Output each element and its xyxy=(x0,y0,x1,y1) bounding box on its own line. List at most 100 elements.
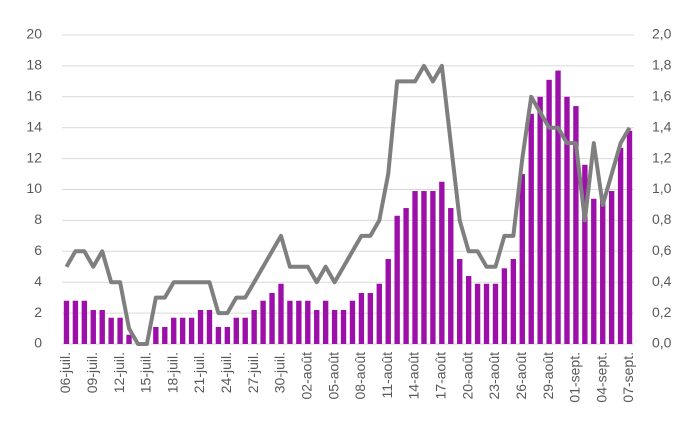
x-tick-label: 11-août xyxy=(379,352,395,399)
y2-tick-label: 0,0 xyxy=(652,335,672,351)
bar xyxy=(99,310,105,344)
x-tick-label: 09-juil. xyxy=(84,352,100,393)
bar xyxy=(421,191,427,344)
y-tick-label: 12 xyxy=(26,149,42,165)
bar xyxy=(215,327,222,344)
x-tick-label: 01-sept. xyxy=(567,352,583,403)
bar xyxy=(617,147,624,344)
y2-tick-label: 1,4 xyxy=(652,118,672,134)
x-tick-label: 21-juil. xyxy=(191,352,207,393)
bar xyxy=(600,198,606,344)
bar xyxy=(117,317,123,344)
y2-tick-label: 0,6 xyxy=(652,242,672,258)
bar xyxy=(528,113,534,344)
y-tick-label: 4 xyxy=(34,273,42,289)
x-tick-label: 24-juil. xyxy=(218,352,234,393)
x-tick-label: 17-août xyxy=(433,352,449,400)
bar xyxy=(206,310,213,344)
bar xyxy=(457,259,463,344)
y-tick-label: 8 xyxy=(34,211,42,227)
x-tick-label: 07-sept. xyxy=(620,352,636,403)
bar xyxy=(403,208,409,344)
x-tick-label: 14-août xyxy=(406,352,422,400)
y2-tick-label: 2,0 xyxy=(652,26,672,42)
bar xyxy=(179,317,186,344)
bar xyxy=(278,283,284,344)
bar xyxy=(242,317,248,344)
bar xyxy=(573,106,579,344)
bar xyxy=(358,293,365,344)
y-tick-label: 6 xyxy=(34,242,42,258)
bar xyxy=(287,300,293,344)
bar xyxy=(546,79,552,345)
bar xyxy=(582,164,588,344)
x-tick-label: 20-août xyxy=(459,352,475,400)
bar xyxy=(251,310,257,344)
bar xyxy=(430,191,436,344)
x-tick-label: 12-juil. xyxy=(111,352,127,393)
x-tick-label: 30-juil. xyxy=(272,352,288,393)
bar xyxy=(492,283,499,344)
y-tick-label: 20 xyxy=(26,26,42,42)
y2-tick-label: 0,2 xyxy=(652,304,672,320)
bar xyxy=(81,300,88,344)
x-tick-label: 02-août xyxy=(298,352,314,400)
y-tick-label: 0 xyxy=(34,335,42,351)
bar xyxy=(314,310,320,344)
y2-tick-label: 1,0 xyxy=(652,180,672,196)
bar xyxy=(269,293,275,344)
bar xyxy=(305,300,311,344)
bar xyxy=(233,317,239,344)
bar xyxy=(188,317,195,344)
y-tick-label: 18 xyxy=(26,57,42,73)
x-tick-label: 27-juil. xyxy=(245,352,261,393)
bar xyxy=(108,317,114,344)
bar xyxy=(394,215,400,344)
bar xyxy=(448,208,454,344)
bar xyxy=(162,327,168,344)
bar xyxy=(322,300,329,344)
bar xyxy=(519,174,525,344)
bar xyxy=(564,96,570,344)
bar xyxy=(474,283,481,344)
bar xyxy=(260,300,266,344)
bar xyxy=(412,191,418,344)
bar xyxy=(224,327,231,344)
bar xyxy=(608,191,615,344)
line xyxy=(64,63,632,346)
x-tick-label: 29-août xyxy=(540,352,556,400)
bar xyxy=(153,327,159,344)
bar xyxy=(171,317,177,344)
bar xyxy=(483,283,490,344)
bar xyxy=(90,310,96,344)
bar xyxy=(197,310,204,344)
y2-tick-label: 1,8 xyxy=(652,57,672,73)
bar xyxy=(537,96,543,344)
bar xyxy=(126,334,132,344)
y-tick-label: 10 xyxy=(26,180,42,196)
bar xyxy=(465,276,472,344)
bar xyxy=(296,300,302,344)
y2-tick-label: 1,6 xyxy=(652,88,672,104)
y-tick-label: 2 xyxy=(34,304,42,320)
bar xyxy=(367,293,374,344)
x-tick-label: 05-août xyxy=(325,352,341,400)
x-tick-label: 15-juil. xyxy=(138,352,154,393)
bar xyxy=(510,259,517,344)
bar xyxy=(63,300,70,344)
bar xyxy=(72,300,79,344)
bar xyxy=(376,283,382,344)
bar xyxy=(439,181,445,344)
x-tick-label: 06-juil. xyxy=(57,352,73,393)
y2-tick-label: 0,4 xyxy=(652,273,672,289)
bar xyxy=(626,130,633,344)
bar xyxy=(555,70,561,344)
y2-tick-label: 1,2 xyxy=(652,149,672,165)
bar xyxy=(331,310,338,344)
x-tick-label: 08-août xyxy=(352,352,368,400)
bar xyxy=(340,310,347,344)
bar xyxy=(591,198,597,344)
y2-tick-label: 0,8 xyxy=(652,211,672,227)
bar xyxy=(385,259,391,344)
